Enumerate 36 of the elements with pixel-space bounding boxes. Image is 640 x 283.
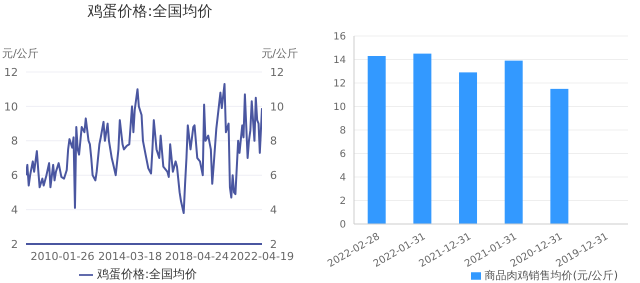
x-tick-label: 2014-03-18 [98,250,162,263]
bar [413,54,432,224]
y-tick-label: 0 [340,220,346,231]
legend-label: 商品肉鸡销售均价(元/公斤) [484,269,618,282]
y2-tick-label: 6 [270,169,277,182]
y-tick-label: 10 [333,102,346,114]
line-series [26,83,262,214]
y-tick-label: 8 [340,126,346,137]
y2-tick-label: 2 [270,238,277,251]
y2-tick-label: 4 [270,204,277,217]
x-tick-label: 2022-04-19 [230,250,294,263]
y-tick-label: 12 [4,66,18,79]
y-tick-label: 10 [4,100,18,114]
bar [368,56,386,224]
y2-tick-label: 8 [270,134,277,148]
y-tick-label: 14 [333,55,346,66]
bar [459,72,478,224]
x-tick-label: 2010-01-26 [30,250,94,263]
y-tick-label: 8 [11,134,18,148]
y2-tick-label: 10 [270,100,284,114]
chart-title: 鸡蛋价格:全国均价 [86,2,214,21]
x-tick-label: 2018-04-24 [164,250,229,263]
y-tick-label: 4 [340,172,346,184]
y2-axis-title: 元/公斤 [261,46,298,61]
y-tick-label: 6 [340,149,346,160]
y-tick-label: 6 [11,169,18,182]
y-tick-label: 2 [11,238,18,251]
y2-tick-label: 12 [270,66,284,79]
y-tick-label: 16 [333,32,346,43]
y-tick-label: 12 [333,78,346,90]
y-tick-label: 4 [11,204,18,217]
y-tick-label: 2 [340,196,346,208]
legend-label: 鸡蛋价格:全国均价 [96,267,198,281]
bar [550,88,568,224]
y-axis-title: 元/公斤 [2,46,39,61]
bar [504,60,523,224]
